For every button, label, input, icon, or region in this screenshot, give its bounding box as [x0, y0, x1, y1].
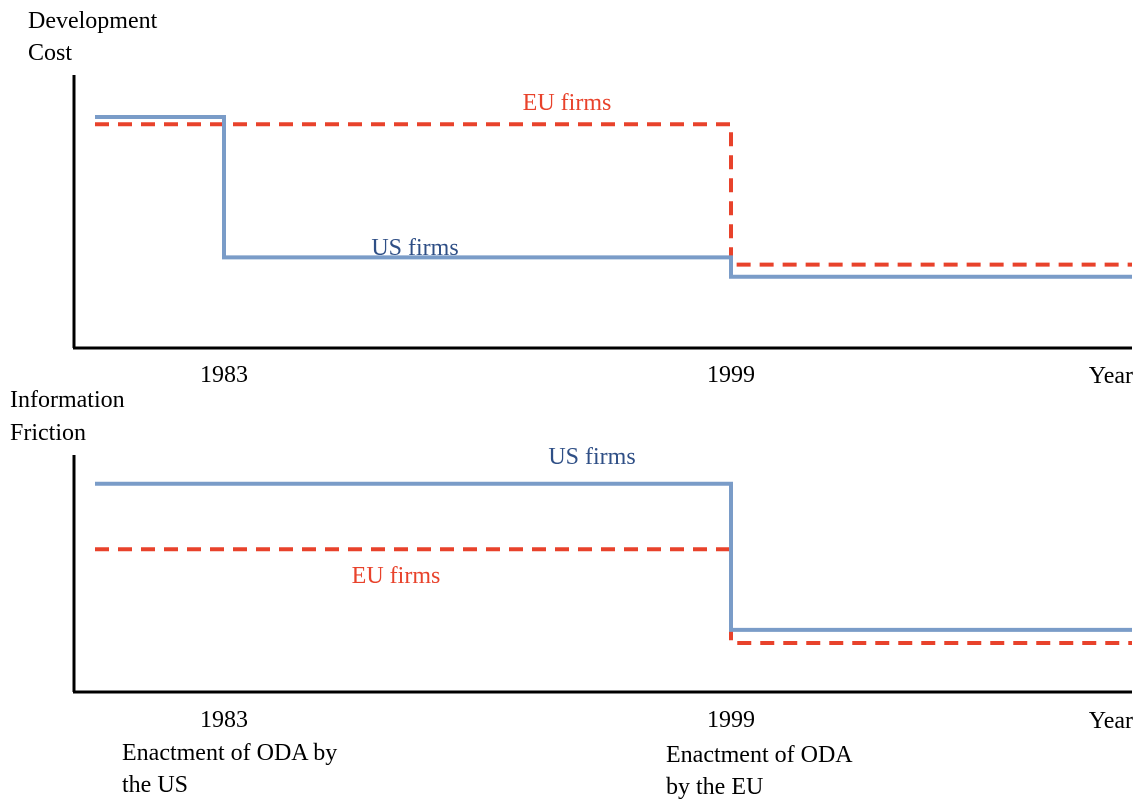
- top-series-label-us: US firms: [371, 235, 458, 261]
- bottom-series-eu-line: [95, 547, 1132, 645]
- top-series-label-eu: EU firms: [523, 90, 612, 116]
- annotation-eu-line-2: by the EU: [666, 774, 763, 800]
- bottom-xlabel: Year: [1089, 708, 1133, 734]
- top-ylabel-line-2: Cost: [28, 40, 72, 66]
- annotation-us-line-1: Enactment of ODA by: [122, 740, 337, 766]
- bottom-series-us-line: [95, 481, 1132, 632]
- top-series-eu-line: [95, 122, 1132, 267]
- top-ylabel-line-1: Development: [28, 8, 158, 34]
- bottom-tick-label-1999: 1999: [707, 707, 755, 733]
- annotation-us-line-2: the US: [122, 772, 188, 798]
- top-series-us-line: [95, 115, 1132, 279]
- bottom-series-label-eu: EU firms: [352, 563, 441, 589]
- top-xlabel: Year: [1089, 363, 1133, 389]
- bottom-series-label-us: US firms: [548, 444, 635, 470]
- top-tick-label-1983: 1983: [200, 362, 248, 388]
- annotation-eu-line-1: Enactment of ODA: [666, 742, 853, 768]
- bottom-ylabel-line-2: Friction: [10, 420, 86, 446]
- bottom-ylabel-line-1: Information: [10, 387, 125, 413]
- top-tick-label-1999: 1999: [707, 362, 755, 388]
- bottom-tick-label-1983: 1983: [200, 707, 248, 733]
